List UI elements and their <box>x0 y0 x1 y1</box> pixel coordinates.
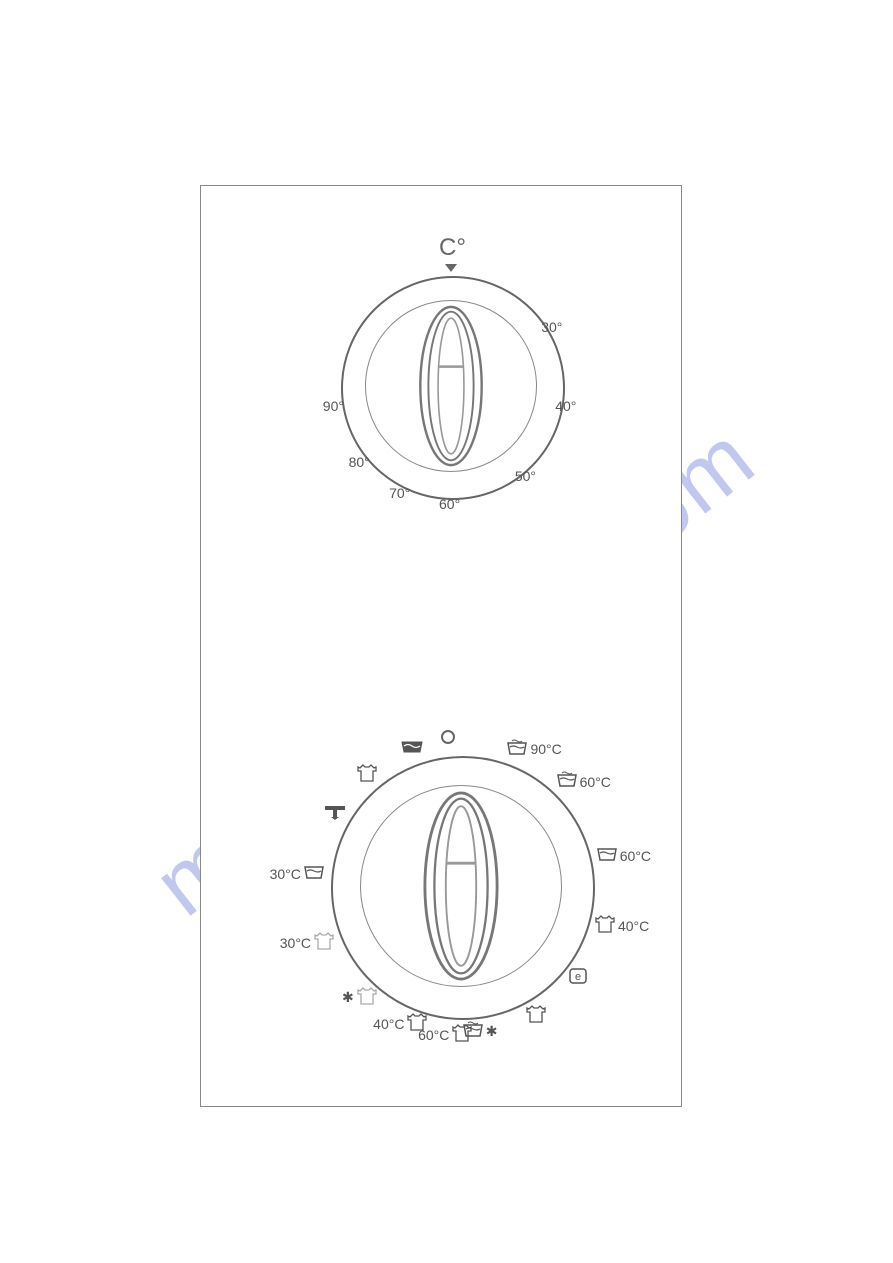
program-position: 40°C <box>373 1012 428 1035</box>
diagram-frame: C° 30° 40° 50° 60° 70° 80° 90° 90°C 60°C 60°C 40°… <box>200 185 682 1107</box>
tub-icon <box>303 863 325 884</box>
program-label-text: 90°C <box>530 741 561 757</box>
program-label-text: 40°C <box>373 1016 404 1032</box>
svg-text:e: e <box>575 971 581 983</box>
shirt-icon <box>451 1023 473 1046</box>
program-position <box>525 1004 549 1027</box>
program-label-text: 60°C <box>580 774 611 790</box>
program-label-text: 30°C <box>280 935 311 951</box>
program-position: 60°C <box>556 771 611 792</box>
program-position: 30°C <box>270 863 325 884</box>
tub-wave-icon <box>400 737 424 758</box>
tub-icon <box>596 845 618 866</box>
program-position <box>440 729 458 748</box>
shirt-outline-icon <box>313 931 335 954</box>
program-label-text: 30°C <box>270 866 301 882</box>
program-position: e <box>568 967 590 988</box>
e-box-icon: e <box>568 967 588 988</box>
temp-label: 70° <box>389 485 410 501</box>
temp-label: 50° <box>515 468 536 484</box>
temp-dial-knob[interactable] <box>419 305 484 467</box>
program-position <box>398 737 424 758</box>
program-position: 40°C <box>594 914 649 937</box>
temp-label: 80° <box>349 454 370 470</box>
program-position: ✱ <box>342 986 378 1009</box>
shirt-icon <box>406 1012 428 1035</box>
program-label-text: ✱ <box>342 989 354 1006</box>
program-label-text: 40°C <box>618 918 649 934</box>
temp-label: 60° <box>439 496 460 512</box>
program-dial-knob[interactable] <box>423 791 499 981</box>
temp-label: 90° <box>323 398 344 414</box>
shirt-outline-icon <box>356 986 378 1009</box>
tub-prewash-icon <box>506 739 528 760</box>
program-position: 60°C <box>596 845 651 866</box>
shirt-icon <box>356 763 378 786</box>
temp-label: 40° <box>555 398 576 414</box>
shirt-icon <box>525 1004 547 1027</box>
celsius-label: C° <box>439 234 466 262</box>
program-position: 90°C <box>506 739 561 760</box>
program-position <box>321 802 347 823</box>
shirt-icon <box>594 914 616 937</box>
program-label-text: ✱ <box>486 1023 498 1040</box>
temp-label: 30° <box>541 319 562 335</box>
program-position: 30°C <box>280 931 335 954</box>
drain-icon <box>323 802 347 823</box>
circle-icon <box>440 729 456 748</box>
tub-prewash-icon <box>556 771 578 792</box>
program-label-text: 60°C <box>620 848 651 864</box>
pointer-arrow-icon <box>445 264 457 272</box>
program-position <box>354 763 378 786</box>
